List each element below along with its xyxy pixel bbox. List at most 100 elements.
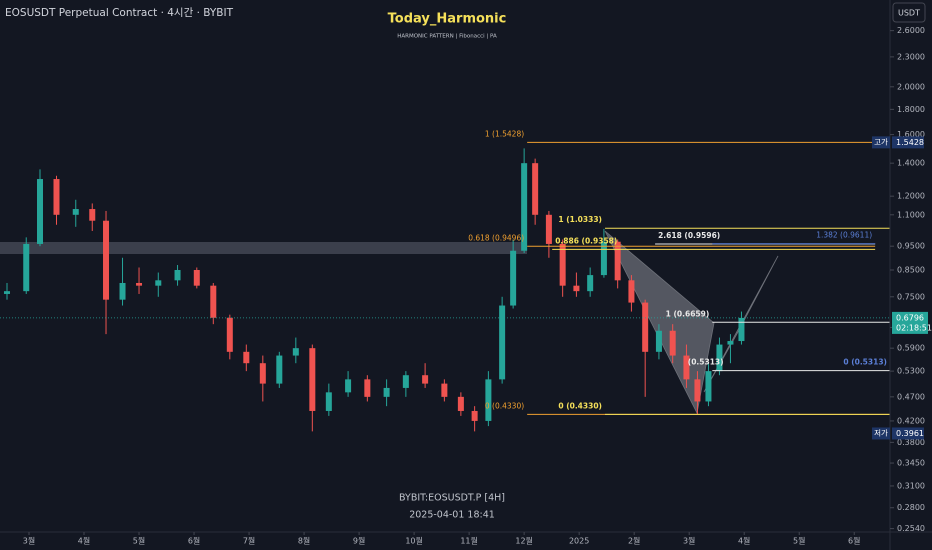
candle-body <box>193 269 200 286</box>
y-tick-label: 0.3800 <box>897 438 925 447</box>
y-tick-label: 0.5300 <box>897 367 925 376</box>
x-tick-label: 9월 <box>353 536 365 546</box>
y-tick-label: 0.7500 <box>897 292 925 301</box>
candle-body <box>683 355 690 380</box>
y-tick-label: 0.4200 <box>897 416 925 425</box>
candle-body <box>614 241 621 281</box>
price-tag-value: 0.3961 <box>896 429 924 438</box>
candle-body <box>174 269 181 281</box>
x-tick-label: 5월 <box>133 536 145 546</box>
candle-body <box>383 387 390 397</box>
candle-body <box>600 241 607 276</box>
candle-body <box>471 410 478 421</box>
x-tick-label: 6월 <box>848 536 860 546</box>
price-tag-name-box <box>872 427 890 440</box>
candle-body <box>716 344 723 372</box>
candle-body <box>103 220 110 300</box>
x-tick-label: 12월 <box>515 536 533 546</box>
candle-body <box>705 371 712 402</box>
currency-label[interactable]: USDT <box>898 9 920 18</box>
candle-body <box>119 282 126 300</box>
x-tick-label: 3월 <box>683 536 695 546</box>
candle-body <box>89 209 96 221</box>
candle-body <box>36 179 43 244</box>
currency-button[interactable] <box>892 2 926 23</box>
y-tick-label: 0.4700 <box>897 392 925 401</box>
last-price-value: 0.6796 <box>896 313 924 322</box>
y-tick-label: 1.4000 <box>897 159 925 168</box>
last-price-countdown: 02:18:51 <box>896 323 932 332</box>
candle-body <box>23 243 30 292</box>
fib-label: 0 (0.4330) <box>558 401 602 410</box>
candle-body <box>499 305 506 380</box>
candle-body <box>532 163 539 215</box>
candle-body <box>345 379 352 393</box>
price-tag-name: 고가 <box>874 137 888 146</box>
price-tag-name: 저가 <box>874 428 888 437</box>
x-tick-label: 6월 <box>188 536 200 546</box>
y-tick-label: 2.3000 <box>897 52 925 61</box>
y-tick-label: 1.1000 <box>897 210 925 219</box>
fib-label: 0.886 (0.9358) <box>555 236 617 245</box>
candle-body <box>694 379 701 402</box>
candle-body <box>325 392 332 411</box>
price-tag-value: 1.5428 <box>896 138 924 147</box>
candle-body <box>243 351 250 364</box>
y-tick-label: 1.6000 <box>897 130 925 139</box>
x-tick-label: 7월 <box>243 536 255 546</box>
y-tick-label: 1.8000 <box>897 105 925 114</box>
x-tick-label: 11월 <box>460 536 478 546</box>
candle-body <box>155 280 162 286</box>
fib-label: 0.618 (0.9496) <box>468 233 524 242</box>
range-band <box>0 242 527 254</box>
price-tag-name-box <box>872 136 890 149</box>
candle-body <box>210 285 217 318</box>
y-tick-label: 0.3450 <box>897 459 925 468</box>
chart-subtitle: HARMONIC PATTERN | Fibonacci | PA <box>397 34 497 40</box>
candle-body <box>364 379 371 397</box>
x-tick-label: 4월 <box>78 536 90 546</box>
fib-label: 2.618 (0.9596) <box>658 231 720 240</box>
candle-body <box>457 396 464 411</box>
fib-label: 1.382 (0.9611) <box>816 231 872 240</box>
x-tick-label: 8월 <box>298 536 310 546</box>
candle-body <box>642 302 649 352</box>
candle-body <box>72 209 79 215</box>
y-tick-label: 2.0000 <box>897 82 925 91</box>
x-tick-label: 4월 <box>738 536 750 546</box>
candle-body <box>276 355 283 384</box>
candle-body <box>669 330 676 356</box>
candle-body <box>136 282 143 286</box>
candle-body <box>573 285 580 292</box>
candle-body <box>441 383 448 397</box>
x-tick-label: 10월 <box>405 536 423 546</box>
fib-label: 1 (0.6659) <box>666 309 710 318</box>
candle-body <box>402 375 409 388</box>
candle-body <box>521 163 528 251</box>
watermark-date: 2025-04-01 18:41 <box>409 510 495 521</box>
y-tick-label: 0.5900 <box>897 344 925 353</box>
candle-body <box>727 341 734 345</box>
y-tick-label: 0.3100 <box>897 481 925 490</box>
candle-body <box>226 317 233 352</box>
price-tag-box <box>892 427 924 440</box>
last-price-box <box>892 311 928 334</box>
candle-body <box>559 243 566 286</box>
candle-body <box>485 379 492 421</box>
pattern-label: (0.5313) <box>688 358 724 367</box>
candle-body <box>53 179 60 215</box>
price-tag-box <box>892 136 924 149</box>
y-tick-label: 0.9500 <box>897 242 925 251</box>
candle-body <box>259 363 266 384</box>
candle-body <box>655 330 662 352</box>
chart-title: Today_Harmonic <box>388 12 507 27</box>
marks: 1 (1.5428) 0.618 (0.9496) 0 (0.4330) 0.886 … <box>0 129 890 432</box>
candle-body <box>545 214 552 244</box>
fib-label: 0 (0.4330) <box>485 401 524 410</box>
candle-body <box>587 275 594 292</box>
x-tick-label: 5월 <box>793 536 805 546</box>
symbol-title: EOSUSDT Perpetual Contract · 4시간 · BYBIT <box>5 7 234 19</box>
x-tick-label: 3월 <box>23 536 35 546</box>
